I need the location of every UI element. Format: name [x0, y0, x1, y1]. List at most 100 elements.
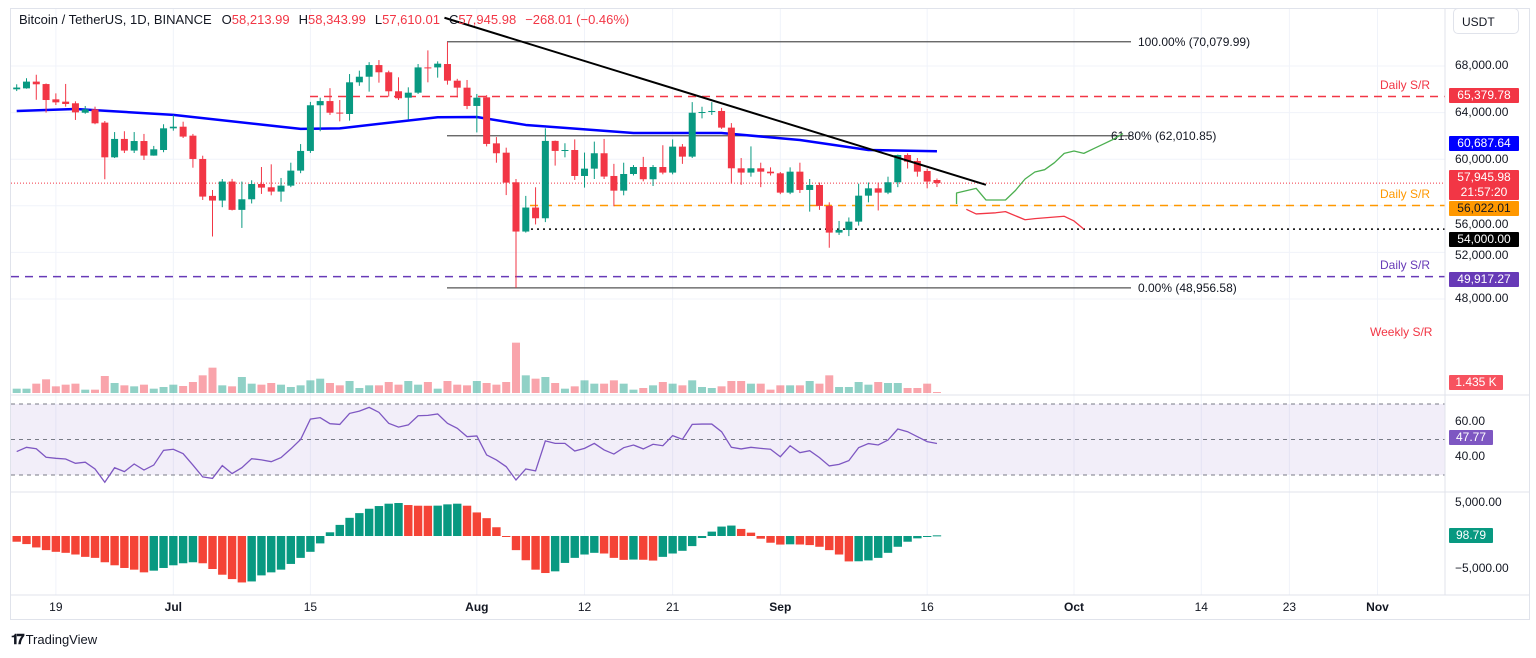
- candle-body: [306, 105, 314, 151]
- ao-bar: [178, 536, 188, 564]
- volume-bar: [805, 381, 814, 393]
- price-tag-value: 54,000.00: [1457, 232, 1511, 246]
- candle-body: [600, 153, 608, 177]
- candle: [375, 60, 383, 83]
- candle: [659, 145, 667, 175]
- candle-body: [248, 184, 256, 200]
- symbol-title[interactable]: Bitcoin / TetherUS, 1D, BINANCE: [19, 12, 212, 27]
- candle: [483, 95, 491, 147]
- candle-body: [581, 168, 589, 176]
- candle: [150, 145, 158, 156]
- volume-bar: [609, 380, 618, 393]
- price-axis-label: 56,000.00: [1455, 217, 1509, 231]
- rsi-value-tag: 47.77: [1449, 430, 1493, 445]
- price-axis-label: 52,000.00: [1455, 248, 1509, 262]
- volume-bar: [560, 388, 569, 393]
- volume-bar: [737, 381, 746, 393]
- ao-bar: [864, 536, 873, 561]
- volume-bar: [110, 383, 119, 393]
- volume-bar: [619, 383, 628, 393]
- price-tag: 56,022.01: [1449, 201, 1519, 216]
- ao-bar: [315, 536, 325, 544]
- candle: [32, 74, 40, 100]
- candle-body: [610, 175, 618, 191]
- ao-bar: [482, 518, 491, 536]
- ao-bar: [717, 526, 726, 536]
- currency-button[interactable]: USDT: [1453, 8, 1519, 34]
- candle: [845, 217, 853, 237]
- candle: [71, 101, 79, 120]
- volume-bar: [149, 388, 158, 393]
- volume-bar: [854, 382, 863, 393]
- candle: [522, 195, 530, 233]
- ao-bar: [81, 536, 90, 557]
- candle: [884, 176, 892, 195]
- candle: [209, 189, 216, 237]
- candle: [42, 83, 50, 113]
- volume-bar: [325, 383, 334, 393]
- candle-body: [659, 167, 667, 173]
- candle: [238, 181, 246, 228]
- ao-bar: [678, 536, 687, 551]
- price-axis-label: 64,000.00: [1455, 104, 1509, 119]
- candle-body: [815, 184, 823, 206]
- ao-bar: [472, 512, 482, 536]
- volume-bar: [169, 384, 178, 393]
- volume-bar: [443, 381, 452, 393]
- time-axis-label: 19: [49, 600, 63, 614]
- price-tag-value: 49,917.27: [1457, 272, 1511, 286]
- volume-bar: [688, 380, 697, 393]
- volume-bar: [42, 379, 51, 393]
- ao-bar: [492, 527, 501, 536]
- candle-body: [414, 67, 422, 93]
- ao-bar: [815, 536, 824, 547]
- ao-bar: [560, 536, 570, 563]
- ao-bar: [776, 536, 785, 545]
- candle-body: [404, 92, 412, 98]
- candle: [316, 97, 324, 132]
- candle: [610, 163, 618, 207]
- price-axis-label: 60,000.00: [1455, 152, 1509, 166]
- legend-header: Bitcoin / TetherUS, 1D, BINANCE O 58,213.…: [19, 12, 629, 27]
- ao-bar: [697, 536, 707, 539]
- fib-level-label: 0.00% (48,956.58): [1138, 281, 1237, 295]
- candle-body: [502, 152, 510, 183]
- candle-body: [218, 181, 226, 201]
- volume-bar: [306, 380, 315, 393]
- tradingview-logo[interactable]: 𝟏𝟕 TradingView: [11, 631, 97, 648]
- candle: [698, 106, 706, 119]
- ao-bar: [218, 536, 227, 575]
- price-tag: 60,687.64: [1449, 136, 1519, 151]
- ao-bar: [306, 536, 315, 552]
- candle: [620, 162, 628, 196]
- weekly-sr-label: Weekly S/R: [1370, 325, 1433, 339]
- candle-body: [81, 109, 89, 113]
- candle-body: [874, 188, 882, 193]
- ao-bar: [834, 536, 844, 555]
- candle-body: [297, 150, 305, 171]
- ao-bar: [110, 536, 119, 566]
- candle: [561, 143, 569, 158]
- candle: [757, 162, 765, 188]
- candle: [365, 62, 373, 92]
- volume-bar: [884, 383, 893, 393]
- candle-body: [629, 167, 637, 174]
- open-label: O: [221, 12, 232, 27]
- volume-bar: [139, 384, 148, 393]
- candle-body: [884, 182, 892, 193]
- daily-sr-label: Daily S/R: [1380, 257, 1431, 272]
- candle-body: [796, 171, 804, 190]
- candle-body: [326, 101, 334, 113]
- candle: [385, 70, 393, 97]
- candle: [502, 147, 510, 196]
- candle-body: [140, 141, 148, 156]
- volume-bar: [815, 383, 824, 393]
- volume-bar: [531, 378, 540, 393]
- volume-bar: [218, 385, 227, 393]
- volume-bar: [795, 385, 804, 393]
- volume-bar: [286, 387, 295, 393]
- candle-body: [747, 168, 755, 173]
- volume-bar: [864, 384, 873, 393]
- candle-body: [453, 80, 461, 88]
